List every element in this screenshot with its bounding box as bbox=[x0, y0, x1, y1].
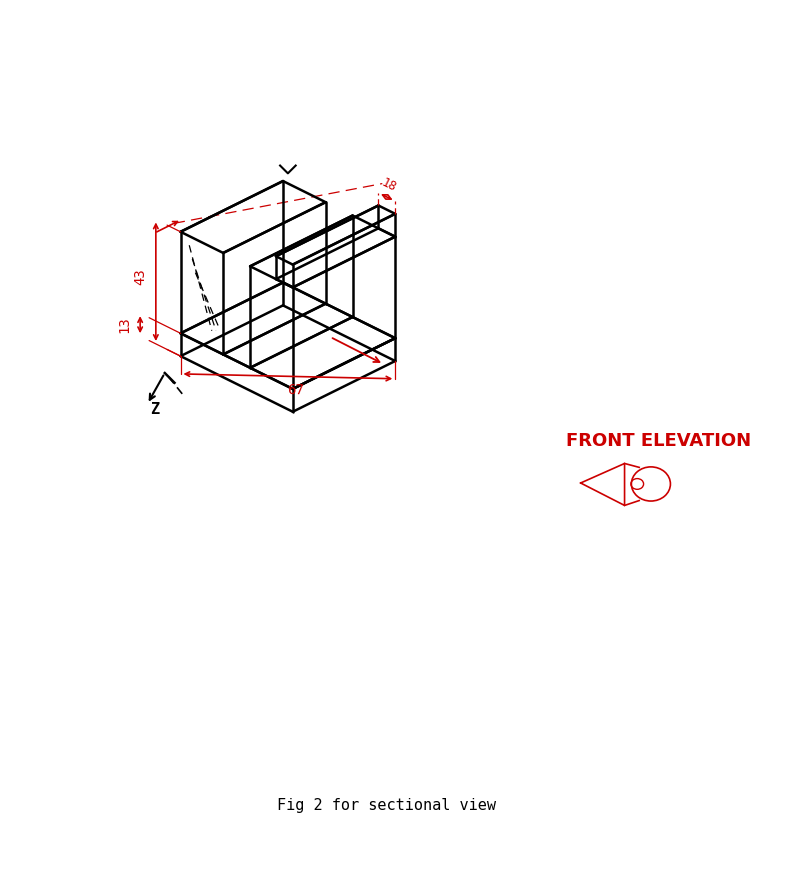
Text: Z: Z bbox=[151, 402, 159, 417]
Text: Fig 2 for sectional view: Fig 2 for sectional view bbox=[277, 797, 496, 812]
Polygon shape bbox=[580, 463, 625, 506]
Text: FRONT ELEVATION: FRONT ELEVATION bbox=[566, 432, 751, 450]
Text: 13: 13 bbox=[117, 316, 132, 333]
Text: 67: 67 bbox=[287, 383, 305, 397]
Text: 18: 18 bbox=[379, 176, 398, 194]
Text: 43: 43 bbox=[133, 269, 147, 286]
